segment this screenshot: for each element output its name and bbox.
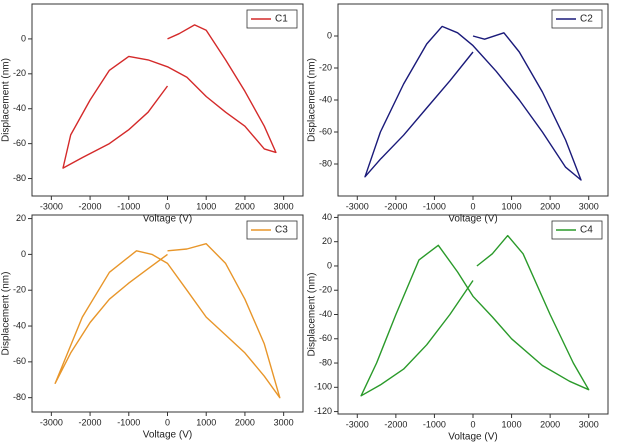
panel: -3000 -2000 -1000 0 1000 2000 3000 0 -20 -40 -60 -8… xyxy=(1,3,304,225)
x-tick-label: 0 xyxy=(165,201,170,211)
y-tick-label: -80 xyxy=(319,158,332,168)
plot-frame xyxy=(31,3,304,197)
x-tick-label: 0 xyxy=(165,417,170,427)
y-tick-label: -40 xyxy=(319,94,332,104)
x-tick-label: 2000 xyxy=(540,201,560,211)
y-tick-label: 0 xyxy=(21,33,26,43)
y-tick-label: -20 xyxy=(319,285,332,295)
x-tick-label: -1000 xyxy=(117,201,140,211)
y-tick-label: 40 xyxy=(322,212,332,222)
y-tick-label: -100 xyxy=(314,382,332,392)
x-tick-label: -3000 xyxy=(346,419,369,429)
x-tick-label: -2000 xyxy=(79,417,102,427)
x-tick-label: 1000 xyxy=(502,419,522,429)
legend-label: C1 xyxy=(275,14,288,25)
x-tick-label: 2000 xyxy=(235,417,255,427)
y-tick-label: -40 xyxy=(13,103,26,113)
data-line xyxy=(364,25,582,181)
y-tick-label: -60 xyxy=(13,356,26,366)
panel: -3000 -2000 -1000 0 1000 2000 3000 40 20 0 -20 -40 -… xyxy=(307,212,609,443)
y-tick-label: -80 xyxy=(13,173,26,183)
x-tick-label: -3000 xyxy=(346,201,369,211)
y-tick-label: -40 xyxy=(13,320,26,330)
data-line xyxy=(360,234,590,397)
y-tick-label: -120 xyxy=(314,406,332,416)
x-tick-label: -2000 xyxy=(384,201,407,211)
legend-box xyxy=(551,9,603,29)
y-tick-label: -80 xyxy=(319,357,332,367)
legend-box xyxy=(246,9,298,29)
panel: -3000 -2000 -1000 0 1000 2000 3000 0 -20 -40 -60 -8… xyxy=(307,3,609,225)
x-tick-label: -3000 xyxy=(40,201,63,211)
y-tick-label: 0 xyxy=(327,260,332,270)
x-tick-label: -2000 xyxy=(384,419,407,429)
legend-box xyxy=(551,220,603,240)
legend-box xyxy=(246,220,298,240)
data-line xyxy=(54,243,281,399)
x-tick-label: 1000 xyxy=(196,417,216,427)
y-axis-label: Displacement (nm) xyxy=(307,58,318,142)
data-line xyxy=(62,24,277,169)
y-tick-label: 0 xyxy=(327,30,332,40)
y-tick-label: -80 xyxy=(13,392,26,402)
x-tick-label: 0 xyxy=(470,419,475,429)
panel: -3000 -2000 -1000 0 1000 2000 3000 20 0 -20 -40 -60… xyxy=(1,213,304,441)
y-axis-label: Displacement (nm) xyxy=(307,273,318,357)
x-axis-label: Voltage (V) xyxy=(448,432,497,443)
x-tick-label: 3000 xyxy=(274,201,294,211)
y-tick-label: 0 xyxy=(21,249,26,259)
legend-label: C3 xyxy=(275,225,288,236)
y-tick-label: -20 xyxy=(319,62,332,72)
y-tick-label: 20 xyxy=(322,236,332,246)
y-tick-label: -60 xyxy=(319,126,332,136)
x-tick-label: 3000 xyxy=(579,419,599,429)
x-axis-label: Voltage (V) xyxy=(143,430,192,441)
x-tick-label: 1000 xyxy=(196,201,216,211)
x-tick-label: 2000 xyxy=(540,419,560,429)
y-tick-label: -20 xyxy=(13,285,26,295)
x-tick-label: -1000 xyxy=(423,419,446,429)
x-axis-label: Voltage (V) xyxy=(143,214,192,225)
y-tick-label: -60 xyxy=(13,138,26,148)
x-tick-label: -1000 xyxy=(117,417,140,427)
x-tick-label: -3000 xyxy=(40,417,63,427)
legend-label: C4 xyxy=(580,225,593,236)
plot-frame xyxy=(337,214,609,415)
plot-frame xyxy=(31,214,304,413)
x-tick-label: 3000 xyxy=(579,201,599,211)
y-axis-label: Displacement (nm) xyxy=(1,58,12,142)
x-tick-label: 3000 xyxy=(274,417,294,427)
y-axis-label: Displacement (nm) xyxy=(1,272,12,356)
legend-label: C2 xyxy=(580,14,593,25)
x-tick-label: 0 xyxy=(470,201,475,211)
y-tick-label: -60 xyxy=(319,333,332,343)
plot-frame xyxy=(337,3,609,197)
y-tick-label: -20 xyxy=(13,68,26,78)
y-tick-label: 20 xyxy=(16,213,26,223)
x-axis-label: Voltage (V) xyxy=(448,214,497,225)
x-tick-label: -2000 xyxy=(79,201,102,211)
x-tick-label: -1000 xyxy=(423,201,446,211)
x-tick-label: 1000 xyxy=(502,201,522,211)
x-tick-label: 2000 xyxy=(235,201,255,211)
y-tick-label: -40 xyxy=(319,309,332,319)
